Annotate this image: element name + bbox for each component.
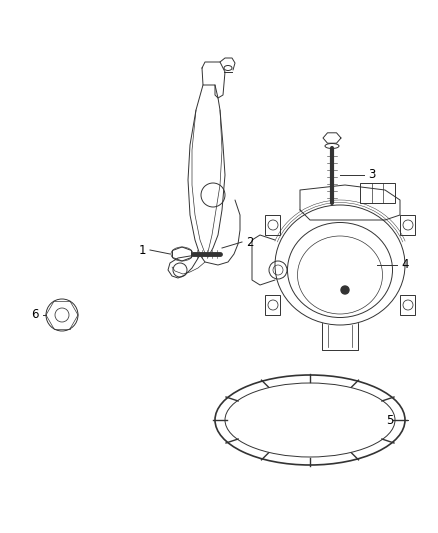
- Text: 1: 1: [138, 244, 146, 256]
- Text: 5: 5: [386, 414, 394, 426]
- Bar: [265, 215, 280, 235]
- Bar: [360, 183, 395, 203]
- Bar: [265, 295, 280, 315]
- Text: 4: 4: [401, 259, 409, 271]
- Text: 2: 2: [246, 236, 254, 248]
- Text: 3: 3: [368, 168, 376, 182]
- Bar: [400, 295, 415, 315]
- Bar: [400, 215, 415, 235]
- Circle shape: [341, 286, 349, 294]
- Text: 6: 6: [31, 309, 39, 321]
